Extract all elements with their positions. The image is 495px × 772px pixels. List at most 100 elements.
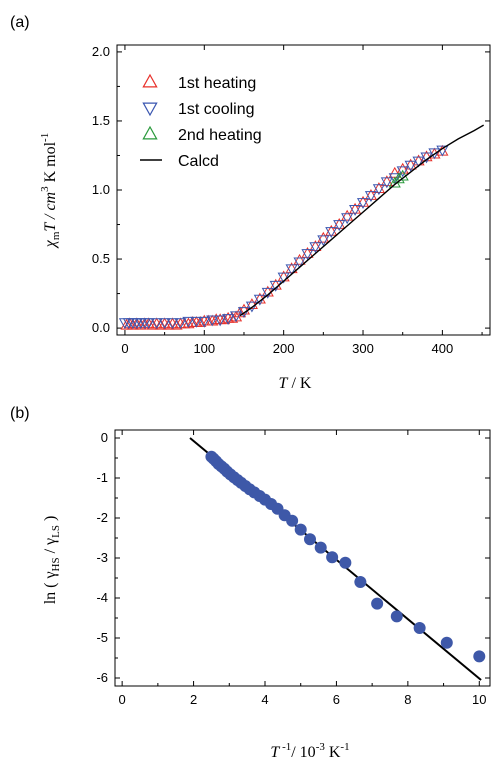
1st-cooling-point	[142, 318, 155, 330]
1st-cooling-point	[190, 316, 203, 328]
1st-heating-point	[269, 278, 282, 290]
1st-cooling-point	[229, 311, 243, 323]
1st-heating-point	[134, 318, 147, 330]
1st-cooling-point	[325, 227, 338, 238]
1st-heating-point	[218, 313, 231, 325]
1st-cooling-point	[301, 249, 314, 261]
1st-heating-point	[162, 318, 175, 330]
1st-cooling-point	[349, 204, 362, 216]
panel-a-x-tick-label: 400	[432, 341, 454, 356]
1st-cooling-point	[222, 314, 235, 325]
legend-entry-label: 1st heating	[178, 75, 256, 92]
legend-triangle-marker	[142, 125, 158, 140]
panel-a-x-axis-var: T	[279, 375, 289, 392]
1st-cooling-point	[412, 156, 425, 168]
data-point	[390, 610, 403, 623]
1st-heating-point	[120, 318, 133, 330]
legend-entry-label: 1st cooling	[178, 101, 255, 118]
1st-cooling-point	[396, 166, 409, 178]
1st-heating-point	[309, 240, 322, 251]
panel-b-y-tick-label: 0	[101, 430, 108, 445]
legend-entry-label: Calcd	[178, 153, 219, 170]
1st-cooling-point	[341, 213, 354, 225]
1st-heating-point	[301, 246, 314, 258]
panel-b-y-tick-label: -3	[96, 550, 108, 565]
2nd-heating-point	[392, 172, 405, 184]
1st-cooling-point	[364, 191, 378, 203]
panel-a-label: (a)	[10, 14, 30, 31]
1st-heating-point	[194, 316, 207, 327]
1st-heating-point	[293, 253, 306, 265]
1st-cooling-point	[293, 257, 306, 269]
panel-a-y-axis-var: χ	[42, 239, 59, 249]
1st-cooling-point	[372, 184, 385, 196]
data-point	[286, 514, 299, 527]
panel-a-y-axis-sup3: 3	[39, 186, 51, 192]
1st-cooling-point	[237, 307, 251, 319]
panel-a-y-axis-sup-neg1: -1	[39, 133, 51, 142]
1st-heating-point	[333, 217, 346, 229]
panel-b-y-tick-label: -4	[96, 590, 108, 605]
panel-b-y-axis-pre: ln ( γ	[42, 571, 59, 604]
data-point	[339, 556, 352, 569]
panel-a-y-tick-label: 1.5	[92, 113, 110, 128]
1st-cooling-point	[158, 318, 171, 330]
1st-heating-point	[126, 318, 139, 330]
panel-b-y-axis-sub1: HS	[50, 557, 62, 571]
1st-heating-point	[182, 317, 195, 329]
panel-a-legend: 1st heating 1st cooling 2nd heating Calcd	[140, 73, 262, 170]
1st-heating-point	[364, 188, 378, 200]
1st-cooling-point	[428, 148, 441, 160]
1st-cooling-point	[166, 318, 179, 330]
panel-a-y-axis-rest2: K mol	[42, 141, 59, 186]
panel-a: (a) 0 100 200 300 400 0.0 0.5 1.0 1.5 2.0 1st hea…	[10, 14, 491, 392]
1st-heating-point	[372, 182, 385, 193]
panel-a-x-tick-label: 300	[352, 341, 374, 356]
panel-b-x-axis-sup2: -3	[316, 741, 326, 753]
data-point	[314, 541, 327, 554]
panel-a-ticks: 0 100 200 300 400 0.0 0.5 1.0 1.5 2.0	[92, 44, 490, 356]
panel-a-y-axis-rest: T / cm	[42, 192, 59, 232]
1st-heating-point	[225, 311, 239, 323]
panel-b-y-axis-sub2: LS	[50, 525, 62, 538]
1st-heating-point	[146, 318, 159, 330]
1st-cooling-point	[198, 316, 211, 328]
data-point	[413, 622, 426, 634]
panel-b-x-axis-sup: -1	[279, 741, 291, 753]
1st-heating-point	[170, 318, 183, 330]
1st-heating-point	[154, 318, 167, 330]
panel-b-plot-frame	[114, 429, 491, 687]
1st-cooling-point	[214, 315, 227, 327]
panel-b-y-tick-label: -2	[96, 510, 108, 525]
panel-b-x-tick-label: 4	[261, 692, 268, 707]
1st-heating-point	[396, 162, 409, 174]
1st-cooling-point	[206, 315, 219, 327]
panel-b-y-tick-label: -5	[96, 630, 108, 645]
1st-heating-point	[356, 195, 370, 207]
panel-a-y-axis-sub: m	[50, 231, 62, 240]
data-point	[294, 523, 307, 536]
1st-cooling-point	[182, 316, 195, 328]
panel-b-x-axis-unit2: K	[325, 744, 341, 761]
panel-b-x-axis-var: T	[270, 744, 280, 761]
1st-heating-point	[245, 298, 258, 309]
1st-cooling-point	[309, 242, 322, 254]
1st-heating-point	[261, 285, 274, 297]
data-point	[326, 551, 339, 564]
panel-a-x-tick-label: 200	[273, 341, 295, 356]
legend-triangle-marker	[142, 102, 158, 117]
1st-cooling-point	[245, 301, 258, 313]
1st-heating-point	[349, 202, 362, 214]
panel-a-y-tick-label: 2.0	[92, 44, 110, 59]
panel-b-x-tick-label: 0	[119, 692, 126, 707]
panel-a-x-tick-label: 100	[193, 341, 215, 356]
panel-a-x-axis-unit: / K	[287, 375, 311, 392]
panel-b-x-tick-label: 10	[472, 692, 486, 707]
panel-b-x-axis-title: T -1/ 10-3 K-1	[270, 741, 349, 761]
panel-a-y-tick-label: 0.0	[92, 320, 110, 335]
1st-heating-point	[285, 262, 298, 274]
1st-cooling-point	[356, 198, 370, 209]
1st-cooling-point	[388, 173, 401, 185]
1st-heating-point	[237, 303, 251, 315]
